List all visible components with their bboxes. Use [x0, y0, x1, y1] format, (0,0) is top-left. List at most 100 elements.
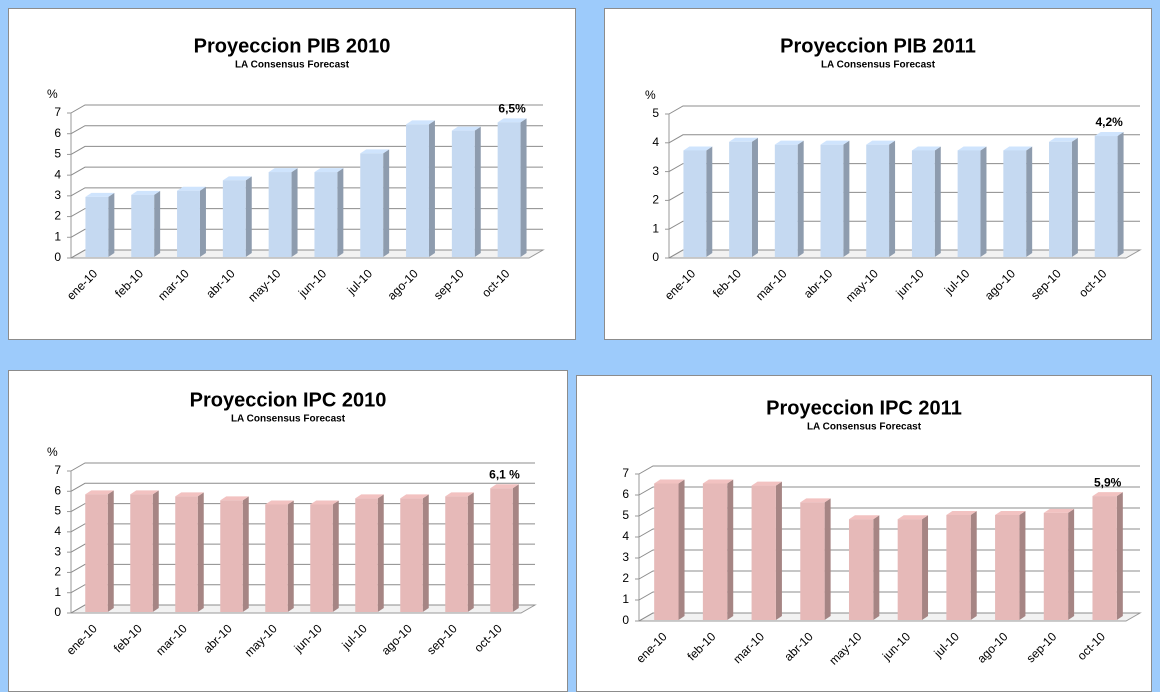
y-axis-label: %: [645, 88, 656, 102]
y-tick-label: 5: [652, 106, 659, 120]
grid-line: [638, 591, 1140, 601]
bar: [220, 500, 243, 612]
x-tick-label: oct-10: [479, 266, 513, 300]
bar-top: [310, 500, 339, 505]
bar-top: [268, 168, 298, 173]
bar-top: [774, 140, 804, 145]
x-tick-label: jul-10: [941, 266, 973, 298]
bar-top: [654, 479, 685, 484]
y-tick-label: 7: [54, 105, 61, 119]
bar-side: [1117, 132, 1124, 257]
bar-side: [337, 168, 344, 257]
y-tick-label: 3: [54, 188, 61, 202]
bar-side: [199, 186, 206, 257]
bar: [1094, 136, 1118, 257]
data-label: 4,2%: [1095, 115, 1123, 129]
y-axis-label: %: [47, 87, 58, 101]
bar: [85, 494, 108, 612]
bar-side: [152, 490, 159, 612]
y-tick-label: 6: [54, 483, 61, 497]
x-tick-label: abr-10: [781, 629, 816, 664]
bar-side: [970, 511, 977, 620]
y-tick-label: 5: [54, 147, 61, 161]
y-tick-label: 7: [622, 466, 629, 480]
y-tick-label: 3: [54, 544, 61, 558]
chart: Proyeccion IPC 2011 LA Consensus Forecast…: [622, 397, 1142, 668]
bar: [800, 502, 825, 620]
x-tick-label: jul-10: [338, 621, 370, 653]
bar: [702, 483, 728, 620]
x-tick-label: ene-10: [633, 629, 670, 666]
bar-side: [922, 515, 929, 620]
chart-panel: Proyeccion PIB 2011 LA Consensus Forecast…: [604, 8, 1152, 340]
grid-line: [70, 543, 535, 553]
y-tick-label: 4: [54, 167, 61, 181]
y-tick-label: 6: [54, 126, 61, 140]
x-tick-label: feb-10: [111, 621, 145, 655]
y-axis-label: %: [47, 445, 58, 459]
bar-side: [245, 176, 252, 257]
x-tick-label: ene-10: [64, 266, 101, 303]
grid-line: [668, 134, 1140, 144]
bar-top: [314, 168, 344, 173]
bar: [751, 485, 776, 620]
bar: [490, 488, 513, 612]
bar-top: [848, 515, 880, 520]
bar: [1043, 512, 1069, 620]
grid-line: [638, 465, 1140, 475]
bar-top: [1049, 137, 1078, 142]
x-tick-label: may-10: [245, 266, 283, 304]
bar-side: [873, 515, 880, 620]
y-tick-label: 5: [622, 508, 629, 522]
bar-side: [467, 492, 474, 612]
bar-top: [897, 515, 929, 520]
bar-side: [154, 190, 161, 257]
bar-side: [291, 168, 298, 257]
x-tick-label: abr-10: [203, 266, 238, 301]
bar-top: [1092, 492, 1123, 497]
bar: [654, 483, 679, 620]
y-tick-label: 1: [54, 229, 61, 243]
grid-line: [70, 604, 535, 614]
bar-top: [406, 120, 435, 125]
data-label: 6,1 %: [489, 467, 520, 481]
bar: [957, 150, 981, 257]
bar-side: [843, 140, 850, 257]
bar: [268, 172, 292, 257]
grid-line: [668, 249, 1140, 259]
chart-title: Proyeccion IPC 2011: [766, 397, 962, 419]
bar-side: [512, 484, 519, 612]
bar-side: [332, 500, 339, 612]
chart-title: Proyeccion PIB 2011: [780, 35, 976, 57]
bar: [774, 144, 798, 257]
bar-top: [800, 498, 831, 503]
grid-line: [70, 563, 535, 573]
bar-top: [85, 192, 115, 197]
x-tick-label: ene-10: [662, 266, 699, 303]
y-tick-label: 3: [622, 550, 629, 564]
x-tick-label: feb-10: [112, 266, 146, 300]
chart-panel: Proyeccion PIB 2010 LA Consensus Forecast…: [8, 8, 576, 340]
bar-top: [702, 479, 734, 484]
y-tick-label: 2: [622, 571, 629, 585]
grid-line: [70, 249, 543, 259]
bar-top: [220, 496, 249, 501]
grid-line: [668, 191, 1140, 201]
y-tick-label: 2: [652, 193, 659, 207]
bar: [820, 144, 844, 257]
x-tick-label: ago-10: [974, 629, 1011, 666]
x-tick-label: ago-10: [385, 266, 422, 303]
bar-top: [911, 146, 941, 151]
bar-top: [683, 146, 713, 151]
data-label: 6,5%: [498, 102, 526, 116]
bar-top: [946, 511, 977, 515]
grid-line: [70, 166, 543, 176]
x-tick-label: sep-10: [1028, 266, 1064, 302]
y-tick-label: 4: [622, 529, 629, 543]
grid-line: [638, 612, 1140, 622]
bar-side: [727, 479, 734, 620]
chart-panel: Proyeccion IPC 2011 LA Consensus Forecast…: [576, 375, 1152, 692]
bar: [866, 144, 890, 257]
y-tick-label: 3: [652, 164, 659, 178]
x-tick-label: ago-10: [379, 621, 416, 658]
